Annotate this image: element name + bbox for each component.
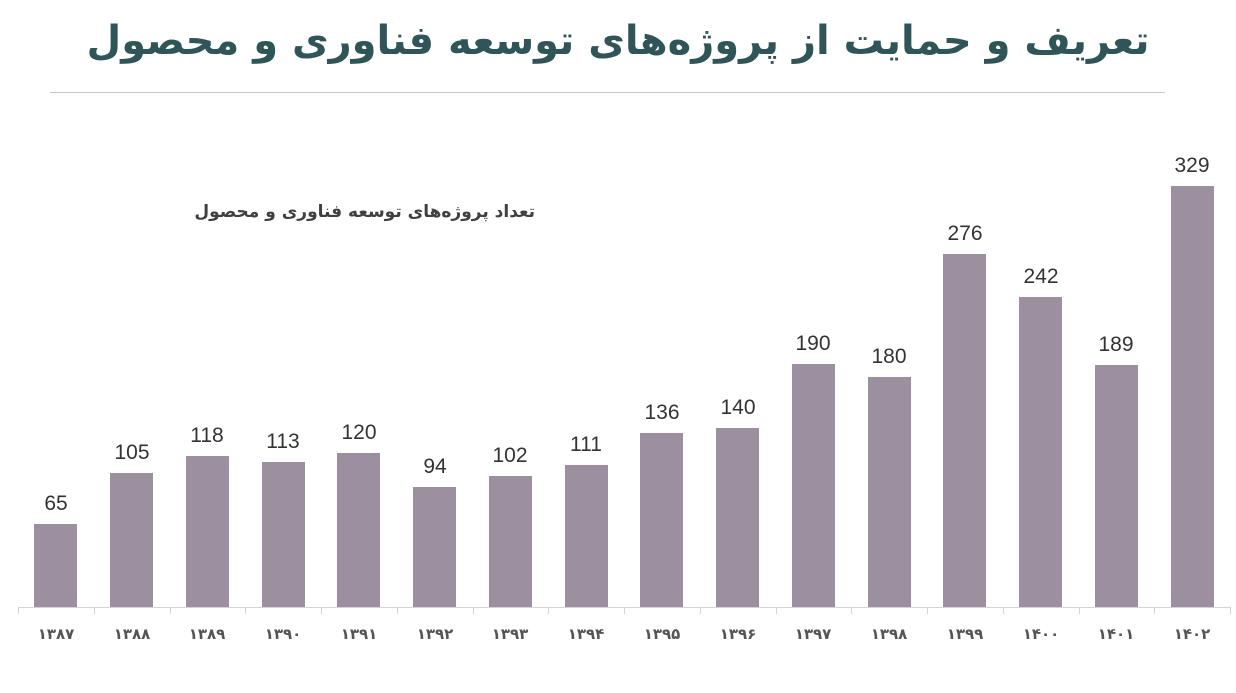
x-axis-category-label: ۱۳۹۸ (870, 625, 908, 643)
title-divider (50, 92, 1165, 93)
bar-3 (262, 462, 305, 607)
x-axis-tick (473, 607, 474, 614)
bar-value-label: 276 (947, 222, 983, 245)
bar-value-label: 105 (114, 441, 150, 464)
page-title: تعریف و حمایت از پروژه‌های توسعه فناوری … (86, 18, 1150, 64)
bar-6 (489, 476, 532, 607)
x-axis-category-label: ۱۳۹۷ (794, 625, 832, 643)
bar-0 (34, 524, 77, 607)
x-axis-category-label: ۱۴۰۱ (1097, 625, 1135, 643)
bar-15 (1171, 186, 1214, 607)
x-axis-tick (776, 607, 777, 614)
bar-value-label: 113 (266, 430, 300, 453)
x-axis-tick (1003, 607, 1004, 614)
bar-value-label: 136 (644, 401, 680, 424)
x-axis-category-label: ۱۳۹۴ (567, 625, 605, 643)
x-axis-category-label: ۱۳۸۸ (113, 625, 151, 643)
x-axis-tick (1230, 607, 1231, 614)
bar-value-label: 329 (1174, 154, 1210, 177)
x-axis-tick (170, 607, 171, 614)
x-axis-tick (245, 607, 246, 614)
bar-value-label: 242 (1023, 265, 1059, 288)
chart-title: تعداد پروژه‌های توسعه فناوری و محصول (194, 202, 535, 222)
bar-value-label: 111 (570, 433, 602, 456)
x-axis-category-label: ۱۴۰۰ (1022, 625, 1060, 643)
bar-7 (565, 465, 608, 607)
x-axis-tick (548, 607, 549, 614)
bar-value-label: 120 (341, 421, 377, 444)
bar-9 (716, 428, 759, 607)
x-axis-tick (700, 607, 701, 614)
x-axis-category-label: ۱۴۰۲ (1173, 625, 1211, 643)
bar-2 (186, 456, 229, 607)
x-axis-tick (927, 607, 928, 614)
bar-4 (337, 453, 380, 607)
bar-10 (792, 364, 835, 607)
x-axis-tick (1079, 607, 1080, 614)
x-axis-tick (94, 607, 95, 614)
bar-14 (1095, 365, 1138, 607)
bar-value-label: 102 (492, 444, 528, 467)
bar-value-label: 65 (44, 492, 68, 515)
x-axis-category-label: ۱۳۸۷ (37, 625, 75, 643)
bar-1 (110, 473, 153, 607)
x-axis-category-label: ۱۳۹۹ (946, 625, 984, 643)
bar-value-label: 94 (423, 455, 447, 478)
x-axis-category-label: ۱۳۹۰ (264, 625, 302, 643)
x-axis-tick (18, 607, 19, 614)
bar-13 (1019, 297, 1062, 607)
bar-5 (413, 487, 456, 607)
bar-11 (868, 377, 911, 607)
x-axis-tick (321, 607, 322, 614)
x-axis-tick (851, 607, 852, 614)
x-axis-category-label: ۱۳۹۱ (340, 625, 378, 643)
x-axis-tick (397, 607, 398, 614)
x-axis-category-label: ۱۳۸۹ (188, 625, 226, 643)
x-axis-tick (1154, 607, 1155, 614)
x-axis-category-label: ۱۳۹۶ (719, 625, 757, 643)
bar-value-label: 140 (720, 396, 756, 419)
x-axis-category-label: ۱۳۹۳ (491, 625, 529, 643)
bar-12 (943, 254, 986, 607)
x-axis-tick (624, 607, 625, 614)
bar-value-label: 190 (795, 332, 831, 355)
bar-value-label: 189 (1098, 333, 1134, 356)
x-axis-category-label: ۱۳۹۲ (416, 625, 454, 643)
x-axis-category-label: ۱۳۹۵ (643, 625, 681, 643)
bar-8 (640, 433, 683, 607)
bar-value-label: 118 (190, 424, 224, 447)
bar-value-label: 180 (871, 345, 907, 368)
